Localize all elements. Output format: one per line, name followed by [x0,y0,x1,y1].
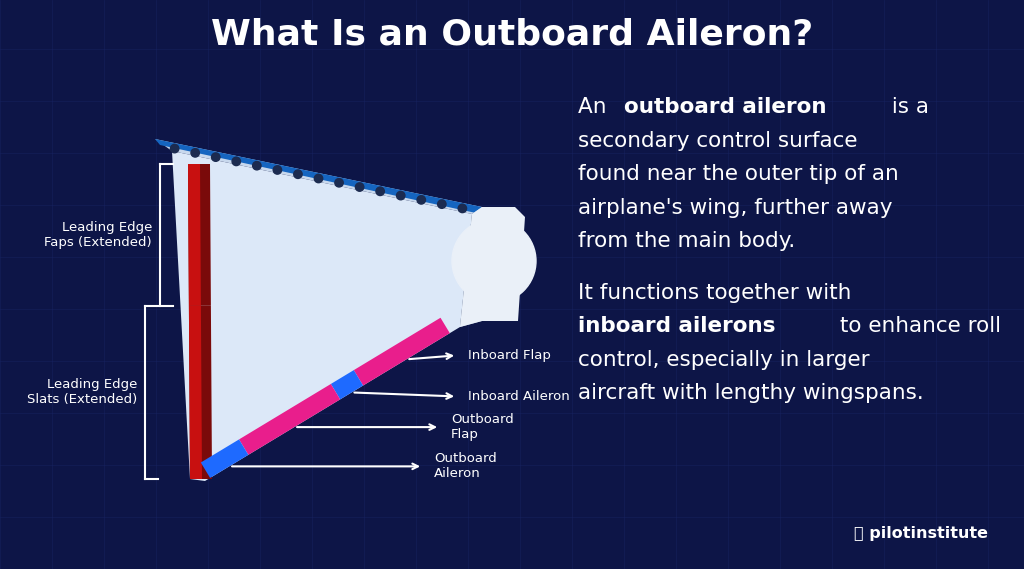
Circle shape [253,162,261,170]
Circle shape [437,200,446,208]
Text: Inboard Aileron: Inboard Aileron [468,390,569,403]
Circle shape [314,174,323,183]
Text: found near the outer tip of an: found near the outer tip of an [578,164,899,184]
Polygon shape [460,207,482,327]
Text: Leading Edge
Slats (Extended): Leading Edge Slats (Extended) [27,378,137,406]
Text: is a: is a [885,97,929,117]
Circle shape [458,204,467,213]
Circle shape [170,145,179,153]
Circle shape [335,179,343,187]
Polygon shape [201,439,249,478]
Polygon shape [239,384,340,455]
Circle shape [396,191,404,200]
Text: aircraft with lengthy wingspans.: aircraft with lengthy wingspans. [578,384,924,403]
Polygon shape [188,306,202,479]
Circle shape [417,196,425,204]
Text: outboard aileron: outboard aileron [624,97,826,117]
Text: inboard ailerons: inboard ailerons [578,316,775,336]
Text: from the main body.: from the main body. [578,231,796,251]
Circle shape [452,219,536,303]
Text: ⭐ pilotinstitute: ⭐ pilotinstitute [854,526,988,541]
Text: An: An [578,97,613,117]
Circle shape [376,187,384,196]
Polygon shape [172,151,472,481]
Circle shape [232,157,241,166]
Polygon shape [155,139,482,213]
Text: What Is an Outboard Aileron?: What Is an Outboard Aileron? [211,17,813,51]
Text: to enhance roll: to enhance roll [833,316,1000,336]
Text: It functions together with: It functions together with [578,283,851,303]
Polygon shape [331,370,364,399]
Text: Outboard
Aileron: Outboard Aileron [434,452,497,480]
Circle shape [294,170,302,179]
Circle shape [190,149,200,157]
Polygon shape [188,164,201,306]
Text: Outboard
Flap: Outboard Flap [451,413,514,441]
Circle shape [355,183,364,191]
Polygon shape [188,164,211,306]
Text: Inboard Flap: Inboard Flap [468,349,551,362]
Polygon shape [155,139,482,214]
Text: control, especially in larger: control, especially in larger [578,350,869,370]
Circle shape [212,153,220,162]
Text: secondary control surface: secondary control surface [578,130,857,150]
Polygon shape [460,207,525,327]
Polygon shape [188,306,212,479]
Text: Leading Edge
Faps (Extended): Leading Edge Faps (Extended) [44,221,152,249]
Polygon shape [354,318,450,386]
Text: airplane's wing, further away: airplane's wing, further away [578,197,893,217]
Circle shape [273,166,282,174]
